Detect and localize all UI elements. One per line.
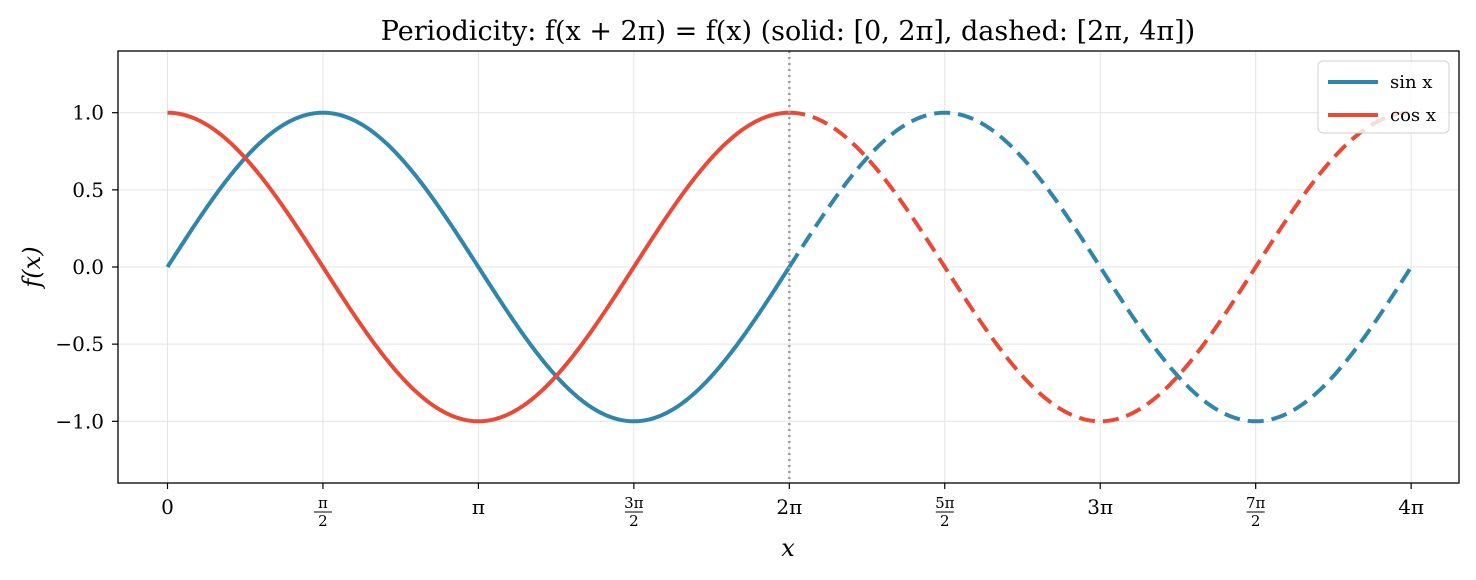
x-tick-label: 7π2 bbox=[1246, 494, 1266, 530]
x-tick-label: π2 bbox=[313, 494, 332, 530]
y-axis-label: f(x) bbox=[18, 246, 46, 289]
x-tick-label: 3π2 bbox=[624, 494, 644, 530]
x-tick-label: 5π2 bbox=[935, 494, 955, 530]
legend: sin x cos x bbox=[1317, 60, 1450, 134]
series-line-cos-solid bbox=[167, 110, 790, 424]
x-axis-label: x bbox=[781, 534, 795, 562]
series-line-cos-dashed bbox=[789, 110, 1412, 424]
y-tick-label: 0.0 bbox=[72, 255, 104, 279]
y-tick-label: −1.0 bbox=[55, 409, 104, 433]
x-tick-label-denominator: 2 bbox=[629, 512, 639, 530]
y-tick-label: 0.5 bbox=[72, 178, 104, 202]
x-tick-label-numerator: 7π bbox=[1246, 494, 1266, 512]
y-tick-layer: 1.0 0.5 0.0 −0.5 −1.0 bbox=[55, 101, 118, 433]
series-line-sin-dashed bbox=[787, 110, 1413, 424]
x-tick-label: 4π bbox=[1398, 495, 1424, 519]
series-layer bbox=[165, 110, 1413, 424]
x-tick-label: 2π bbox=[776, 495, 802, 519]
x-tick-label-denominator: 2 bbox=[940, 512, 950, 530]
legend-label: cos x bbox=[1390, 105, 1436, 126]
grid-layer bbox=[118, 51, 1459, 483]
x-tick-label: 3π bbox=[1087, 495, 1113, 519]
x-tick-label-numerator: 3π bbox=[624, 494, 644, 512]
y-tick-label: −0.5 bbox=[55, 332, 104, 356]
x-tick-label: 0 bbox=[161, 495, 174, 519]
legend-label: sin x bbox=[1390, 72, 1432, 93]
x-tick-label: π bbox=[472, 495, 485, 519]
x-tick-label-numerator: π bbox=[318, 494, 328, 512]
x-tick-label-denominator: 2 bbox=[1251, 512, 1261, 530]
x-tick-label-denominator: 2 bbox=[318, 512, 328, 530]
y-tick-label: 1.0 bbox=[72, 101, 104, 125]
x-tick-label-numerator: 5π bbox=[935, 494, 955, 512]
series-line-sin-solid bbox=[165, 110, 791, 424]
chart-title: Periodicity: f(x + 2π) = f(x) (solid: [0… bbox=[381, 16, 1195, 47]
